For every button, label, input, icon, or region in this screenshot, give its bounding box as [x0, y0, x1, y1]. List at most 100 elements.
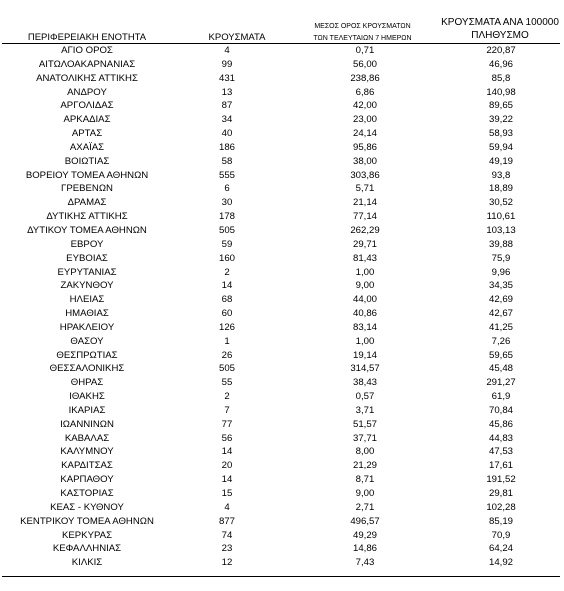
cell-per-100k: 41,25 — [488, 321, 513, 333]
cell-avg: 38,43 — [352, 377, 377, 389]
cell-per-100k: 61,9 — [491, 391, 511, 403]
cell-per-100k: 47,53 — [488, 446, 513, 458]
cell-region: ΑΡΤΑΣ — [71, 128, 103, 140]
cell-cases: 26 — [221, 349, 233, 361]
cell-avg: 81,43 — [352, 252, 377, 264]
cell-avg: 3,71 — [355, 404, 375, 416]
cell-per-100k: 70,84 — [488, 404, 513, 416]
cell-per-100k: 49,19 — [488, 155, 513, 167]
cell-per-100k: 9,96 — [491, 266, 511, 278]
table-row: ΙΚΑΡΙΑΣ 7 3,71 70,84 — [0, 404, 564, 418]
cell-cases: 555 — [218, 169, 235, 181]
table-row: ΙΘΑΚΗΣ 2 0,57 61,9 — [0, 390, 564, 404]
cell-per-100k: 18,89 — [488, 183, 513, 195]
cell-region: ΚΑΡΔΙΤΣΑΣ — [61, 460, 113, 472]
cell-cases: 7 — [224, 404, 230, 416]
cell-cases: 59 — [221, 238, 233, 250]
cell-per-100k: 85,8 — [491, 72, 511, 84]
header-avg-line1: ΜΕΣΟΣ ΟΡΟΣ ΚΡΟΥΣΜΑΤΩΝ — [314, 23, 411, 30]
cell-avg: 21,29 — [352, 460, 377, 472]
cell-region: ΑΝΑΤΟΛΙΚΗΣ ΑΤΤΙΚΗΣ — [36, 72, 138, 84]
table-row: ΗΡΑΚΛΕΙΟΥ 126 83,14 41,25 — [0, 321, 564, 335]
table-row: ΘΕΣΠΡΩΤΙΑΣ 26 19,14 59,65 — [0, 349, 564, 363]
table-body: ΑΓΙΟ ΟΡΟΣ 4 0,71 220,87 ΑΙΤΩΛΟΑΚΑΡΝΑΝΙΑΣ 99 56… — [0, 44, 564, 570]
table-row: ΔΡΑΜΑΣ 30 21,14 30,52 — [0, 196, 564, 210]
cell-cases: 431 — [218, 72, 235, 84]
table-row: ΕΥΡΥΤΑΝΙΑΣ 2 1,00 9,96 — [0, 266, 564, 280]
cell-avg: 238,86 — [350, 72, 380, 84]
cell-region: ΒΟΡΕΙΟΥ ΤΟΜΕΑ ΑΘΗΝΩΝ — [25, 169, 149, 181]
cell-avg: 6,86 — [355, 86, 375, 98]
cell-cases: 13 — [221, 86, 233, 98]
cell-region: ΕΥΒΟΙΑΣ — [66, 252, 108, 264]
cell-region: ΑΡΓΟΛΙΔΑΣ — [60, 100, 114, 112]
cell-per-100k: 44,83 — [488, 432, 513, 444]
cell-per-100k: 45,86 — [488, 418, 513, 430]
cell-per-100k: 85,19 — [488, 515, 513, 527]
footer-rule — [2, 576, 560, 577]
table-row: ΕΒΡΟΥ 59 29,71 39,88 — [0, 238, 564, 252]
cell-avg: 496,57 — [350, 515, 380, 527]
cell-per-100k: 14,92 — [488, 557, 513, 569]
header-per-100k: ΚΡΟΥΣΜΑΤΑ ΑΝΑ 100000 ΠΛΗΘΥΣΜΟ — [425, 16, 564, 42]
table-row: ΚΑΒΑΛΑΣ 56 37,71 44,83 — [0, 432, 564, 446]
table-row: ΚΙΛΚΙΣ 12 7,43 14,92 — [0, 556, 564, 570]
table-row: ΑΝΔΡΟΥ 13 6,86 140,98 — [0, 86, 564, 100]
header-avg-line2: ΤΩΝ ΤΕΛΕΥΤΑΙΩΝ 7 ΗΜΕΡΩΝ — [313, 35, 412, 42]
header-per-line2: ΠΛΗΘΥΣΜΟ — [471, 30, 529, 41]
table-row: ΚΕΑΣ - ΚΥΘΝΟΥ 4 2,71 102,28 — [0, 501, 564, 515]
cell-region: ΑΓΙΟ ΟΡΟΣ — [61, 45, 113, 56]
cell-cases: 126 — [218, 321, 235, 333]
cell-avg: 56,00 — [352, 58, 377, 70]
cell-region: ΕΒΡΟΥ — [70, 238, 104, 250]
cell-cases: 2 — [224, 391, 230, 403]
cell-avg: 1,00 — [355, 266, 375, 278]
cell-per-100k: 93,8 — [491, 169, 511, 181]
header-rule — [2, 43, 560, 44]
cell-cases: 56 — [221, 432, 233, 444]
table-row: ΓΡΕΒΕΝΩΝ 6 5,71 18,89 — [0, 182, 564, 196]
cell-cases: 23 — [221, 543, 233, 555]
cell-per-100k: 34,35 — [488, 280, 513, 292]
cell-region: ΗΜΑΘΙΑΣ — [65, 308, 109, 320]
cell-per-100k: 89,65 — [488, 100, 513, 112]
cell-avg: 262,29 — [350, 224, 380, 236]
cell-region: ΑΙΤΩΛΟΑΚΑΡΝΑΝΙΑΣ — [38, 58, 136, 70]
cell-per-100k: 191,52 — [486, 474, 516, 486]
cell-avg: 37,71 — [352, 432, 377, 444]
cell-region: ΘΕΣΠΡΩΤΙΑΣ — [56, 349, 118, 361]
cell-avg: 29,71 — [352, 238, 377, 250]
cell-per-100k: 30,52 — [488, 197, 513, 209]
cell-region: ΘΑΣΟΥ — [70, 335, 104, 347]
table-row: ΑΙΤΩΛΟΑΚΑΡΝΑΝΙΑΣ 99 56,00 46,96 — [0, 58, 564, 72]
cell-region: ΔΥΤΙΚΗΣ ΑΤΤΙΚΗΣ — [46, 211, 128, 223]
cell-region: ΑΝΔΡΟΥ — [67, 86, 107, 98]
cell-region: ΘΗΡΑΣ — [70, 377, 104, 389]
cell-cases: 178 — [218, 211, 235, 223]
cell-cases: 2 — [224, 266, 230, 278]
table-row: ΑΡΤΑΣ 40 24,14 58,93 — [0, 127, 564, 141]
cell-per-100k: 140,98 — [486, 86, 516, 98]
cell-avg: 7,43 — [355, 557, 375, 569]
cell-cases: 4 — [224, 45, 230, 56]
cell-cases: 15 — [221, 488, 233, 499]
cell-region: ΙΘΑΚΗΣ — [69, 391, 105, 403]
cell-avg: 9,00 — [355, 488, 375, 499]
cell-cases: 58 — [221, 155, 233, 167]
header-region: ΠΕΡΙΦΕΡΕΙΑΚΗ ΕΝΟΤΗΤΑ — [27, 32, 147, 43]
cell-avg: 38,00 — [352, 155, 377, 167]
cell-avg: 14,86 — [352, 543, 377, 555]
cell-region: ΚΑΣΤΟΡΙΑΣ — [60, 488, 114, 499]
cell-per-100k: 46,96 — [488, 58, 513, 70]
cell-cases: 40 — [221, 128, 233, 140]
cell-per-100k: 42,69 — [488, 294, 513, 306]
cell-cases: 87 — [221, 100, 233, 112]
cell-region: ΖΑΚΥΝΘΟΥ — [60, 280, 114, 292]
table-row: ΑΝΑΤΟΛΙΚΗΣ ΑΤΤΙΚΗΣ 431 238,86 85,8 — [0, 72, 564, 86]
cell-region: ΘΕΣΣΑΛΟΝΙΚΗΣ — [49, 363, 125, 375]
table-row: ΗΜΑΘΙΑΣ 60 40,86 42,67 — [0, 307, 564, 321]
cell-region: ΚΙΛΚΙΣ — [71, 557, 103, 569]
cell-cases: 186 — [218, 141, 235, 153]
cell-per-100k: 64,24 — [488, 543, 513, 555]
cell-cases: 30 — [221, 197, 233, 209]
